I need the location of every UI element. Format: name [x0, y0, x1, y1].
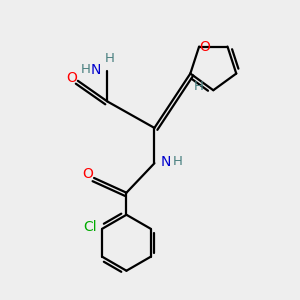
Text: N: N — [161, 155, 171, 169]
Text: O: O — [67, 71, 77, 85]
Text: H: H — [172, 155, 182, 168]
Text: Cl: Cl — [83, 220, 97, 234]
Text: O: O — [199, 40, 210, 54]
Text: N: N — [91, 63, 101, 77]
Text: H: H — [194, 80, 204, 93]
Text: H: H — [81, 63, 91, 76]
Text: H: H — [105, 52, 115, 64]
Text: O: O — [83, 167, 94, 182]
